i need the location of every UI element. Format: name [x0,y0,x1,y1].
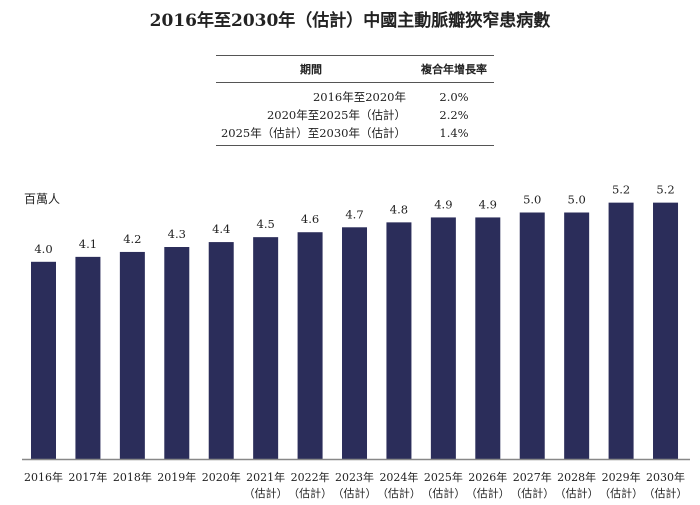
bar [519,212,545,459]
y-axis-unit: 百萬人 [24,192,61,206]
period-cell: 2020年至2025年（估計） [266,108,406,122]
x-tick-label: 2021年 [246,470,285,484]
bar [564,212,590,459]
bar [164,247,190,459]
data-label: 4.9 [479,197,497,211]
bar [342,227,368,459]
x-tick-label: 2019年 [157,470,196,484]
cagr-cell: 1.4% [414,124,494,146]
x-tick-sublabel: （估計） [555,486,599,500]
header-period: 期間 [216,55,414,83]
data-label: 4.2 [123,232,141,246]
x-tick-label: 2017年 [68,470,107,484]
x-tick-label: 2022年 [291,470,330,484]
period-cell: 2025年（估計）至2030年（估計） [216,124,414,146]
bar [475,217,501,459]
data-label: 4.6 [301,212,319,226]
table-row: 2016年至2020年 2.0% [216,83,494,107]
data-label: 4.4 [212,222,230,236]
bar [653,202,679,459]
x-tick-sublabel: （估計） [644,486,688,500]
data-label: 4.5 [257,217,275,231]
x-tick-sublabel: （估計） [377,486,421,500]
bar [386,222,412,459]
data-label: 4.0 [34,242,52,256]
x-tick-sublabel: （估計） [333,486,377,500]
x-tick-sublabel: （估計） [421,486,465,500]
period-cell: 2016年至2020年 [312,90,406,104]
cagr-cell: 2.0% [439,90,469,104]
x-tick-label: 2016年 [24,470,63,484]
x-tick-label: 2023年 [335,470,374,484]
bar [253,237,279,459]
x-tick-sublabel: （估計） [510,486,554,500]
x-tick-label: 2018年 [113,470,152,484]
x-tick-label: 2024年 [379,470,418,484]
bar [31,261,56,459]
data-label: 4.8 [390,202,408,216]
data-label: 4.9 [434,197,452,211]
header-cagr: 複合年增長率 [414,55,494,83]
x-tick-label: 2030年 [646,470,685,484]
x-tick-sublabel: （估計） [288,486,332,500]
x-tick-sublabel: （估計） [244,486,288,500]
data-label: 4.3 [168,227,186,241]
table-row: 2020年至2025年（估計） 2.2% [216,106,494,124]
data-label: 4.1 [79,237,97,251]
x-tick-sublabel: （估計） [466,486,510,500]
bar [297,232,323,459]
bar [608,202,634,459]
data-label: 5.2 [656,183,674,197]
cagr-table: 期間 複合年增長率 2016年至2020年 2.0% 2020年至2025年（估計）… [216,55,494,146]
x-tick-label: 2029年 [602,470,641,484]
bar [430,217,456,459]
data-label: 5.0 [568,193,586,207]
x-tick-label: 2020年 [202,470,241,484]
data-label: 5.2 [612,183,630,197]
x-tick-sublabel: （估計） [599,486,643,500]
x-tick-label: 2028年 [557,470,596,484]
bar [208,242,234,459]
x-tick-label: 2027年 [513,470,552,484]
chart-title: 2016年至2030年（估計）中國主動脈瓣狹窄患病數 [149,11,551,31]
cagr-cell: 2.2% [439,108,469,122]
x-tick-label: 2025年 [424,470,463,484]
table-row: 2025年（估計）至2030年（估計） 1.4% [216,124,494,146]
bar [75,256,101,459]
data-label: 5.0 [523,193,541,207]
data-label: 4.7 [345,207,363,221]
bar [119,251,145,459]
x-tick-label: 2026年 [468,470,507,484]
